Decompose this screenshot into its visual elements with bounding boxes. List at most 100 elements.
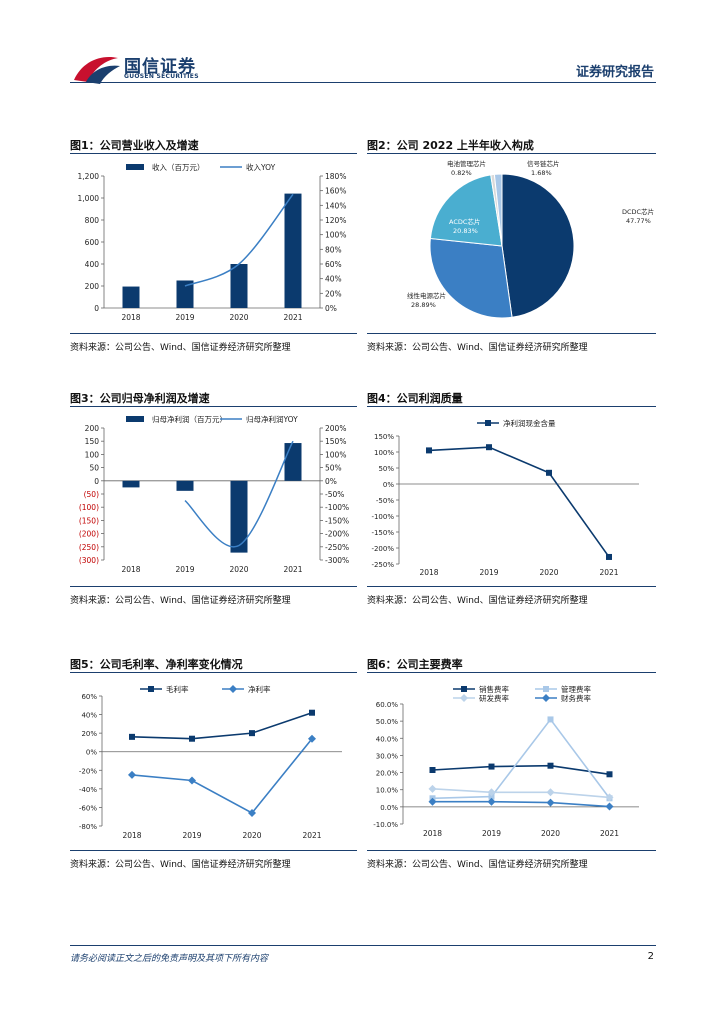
- guosen-logo-icon: [74, 56, 120, 84]
- series-line: [131, 738, 313, 815]
- fig6-rule-bottom: [367, 850, 656, 851]
- x-tick-label: 2018: [419, 568, 438, 577]
- series-line: [432, 788, 610, 799]
- pie-slice: [429, 174, 503, 247]
- fig1-title: 图1：公司营业收入及增速: [70, 139, 199, 152]
- data-point: [248, 809, 256, 817]
- legend-marker: [542, 694, 550, 702]
- y-tick-label: -60%: [79, 804, 97, 812]
- right-tick-label: 40%: [325, 275, 342, 284]
- fig1-rule: [70, 153, 357, 154]
- series-line: [432, 764, 610, 776]
- right-tick-label: 160%: [325, 187, 346, 196]
- data-point: [428, 797, 437, 806]
- fig5-title: 图5：公司毛利率、净利率变化情况: [70, 658, 243, 671]
- data-point: [488, 793, 495, 800]
- yoy-line: [184, 193, 294, 287]
- y-tick-label: -50%: [376, 497, 394, 505]
- data-point: [486, 444, 492, 451]
- left-tick-label: 50: [89, 464, 99, 473]
- fig3-title: 图3：公司归母净利润及增速: [70, 392, 210, 405]
- x-tick-label: 2018: [423, 829, 442, 838]
- legend-label: 净利率: [248, 684, 271, 694]
- fig1-source: 资料来源：公司公告、Wind、国信证券经济研究所整理: [70, 343, 291, 353]
- left-tick-label: (150): [79, 516, 99, 525]
- y-tick-label: 50.0%: [376, 718, 399, 726]
- x-tick-label: 2020: [229, 565, 248, 574]
- legend-label: 毛利率: [166, 684, 189, 694]
- fig2-rule: [367, 153, 656, 154]
- legend-label: 净利润现金含量: [503, 418, 556, 428]
- right-tick-label: -250%: [325, 543, 349, 552]
- left-tick-label: (300): [79, 556, 99, 565]
- left-tick-label: 200: [85, 424, 100, 433]
- series-line: [428, 446, 610, 558]
- legend-swatch: [126, 416, 144, 422]
- bar: [122, 286, 140, 308]
- fig6-title: 图6：公司主要费率: [367, 658, 463, 671]
- right-tick-label: 0%: [325, 304, 337, 313]
- legend-marker: [485, 420, 491, 426]
- pie-value: 47.77%: [626, 217, 651, 225]
- x-tick-label: 2021: [302, 831, 321, 840]
- pie-value: 20.83%: [453, 227, 478, 235]
- x-tick-label: 2021: [283, 313, 302, 322]
- data-point: [189, 735, 195, 742]
- pie-slice: [429, 237, 513, 319]
- fig2-rule-bottom: [367, 333, 656, 334]
- right-tick-label: -200%: [325, 530, 349, 539]
- y-tick-label: 20.0%: [376, 770, 399, 778]
- right-tick-label: -300%: [325, 556, 349, 565]
- right-tick-label: 80%: [325, 245, 342, 254]
- pie-label: DCDC芯片: [622, 207, 654, 216]
- y-tick-label: 50%: [378, 465, 394, 473]
- data-point: [429, 767, 436, 773]
- right-tick-label: -100%: [325, 503, 349, 512]
- data-point: [547, 762, 554, 769]
- data-point: [605, 793, 614, 802]
- x-tick-label: 2018: [122, 831, 141, 840]
- pie-value: 1.68%: [531, 169, 552, 177]
- data-point: [606, 771, 613, 778]
- footer-divider: [70, 945, 656, 946]
- pie-label: 线性电源芯片: [407, 291, 446, 300]
- fig6-source: 资料来源：公司公告、Wind、国信证券经济研究所整理: [367, 860, 588, 870]
- right-tick-label: -150%: [325, 516, 349, 525]
- left-tick-label: 1,000: [78, 194, 100, 203]
- bar: [176, 280, 194, 308]
- legend-marker: [460, 694, 468, 702]
- bar: [176, 480, 194, 491]
- data-point: [546, 469, 552, 476]
- pie-slice: [501, 173, 575, 318]
- right-tick-label: 50%: [325, 464, 342, 473]
- data-point: [309, 709, 315, 716]
- fig4-rule-bottom: [367, 586, 656, 587]
- report-type-title: 证券研究报告: [575, 65, 654, 80]
- right-tick-label: 200%: [325, 424, 346, 433]
- logo-name-cn: 国信证券: [124, 57, 196, 77]
- x-tick-label: 2021: [600, 829, 619, 838]
- fig4-chart: -250% -200% -150% -100% -50% 0% 50% 100% 150% 201…: [371, 418, 639, 577]
- fig2-title: 图2：公司 2022 上半年收入构成: [367, 139, 534, 152]
- header-divider: [70, 82, 188, 83]
- legend-label: 归母净利润（百万元）: [152, 414, 227, 424]
- bar: [230, 264, 248, 308]
- legend-label: 收入YOY: [246, 162, 276, 172]
- right-tick-label: 20%: [325, 289, 342, 298]
- y-tick-label: 40.0%: [376, 735, 399, 743]
- right-tick-label: 60%: [325, 260, 342, 269]
- legend-label: 管理费率: [561, 684, 591, 694]
- legend-label: 研发费率: [479, 693, 509, 703]
- left-tick-label: 0: [94, 477, 99, 486]
- fig4-rule: [367, 406, 656, 407]
- fig5-rule-bottom: [70, 850, 357, 851]
- legend-marker: [148, 686, 154, 692]
- left-tick-label: (100): [79, 503, 99, 512]
- right-tick-label: 140%: [325, 201, 346, 210]
- x-tick-label: 2019: [175, 313, 194, 322]
- legend-label: 财务费率: [561, 693, 591, 703]
- footer-disclaimer: 请务必阅读正文之后的免责声明及其项下所有内容: [70, 954, 269, 964]
- y-tick-label: 40%: [81, 712, 97, 720]
- yoy-line: [184, 440, 294, 548]
- fig3-source: 资料来源：公司公告、Wind、国信证券经济研究所整理: [70, 596, 291, 606]
